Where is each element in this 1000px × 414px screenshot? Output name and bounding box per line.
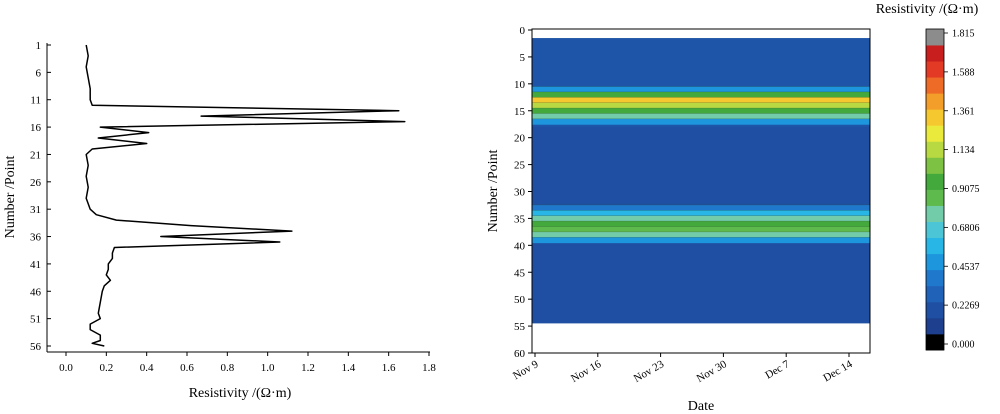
profile-y-tick-label: 6 <box>36 67 42 79</box>
heatmap-band-5 <box>532 113 870 120</box>
heatmap-y-tick-label: 60 <box>514 348 526 360</box>
heatmap-band-1 <box>532 91 870 98</box>
heatmap-y-tick-label: 45 <box>514 267 526 279</box>
heatmap-band-11 <box>532 226 870 233</box>
colorbar-swatch <box>926 221 944 239</box>
heatmap-band-6 <box>532 118 870 125</box>
heatmap-x-tick-label: Nov 30 <box>695 358 730 385</box>
heatmap-y-tick-label: 10 <box>514 79 526 91</box>
colorbar-swatch <box>926 189 944 206</box>
colorbar-swatch <box>926 29 944 46</box>
colorbar-frame <box>925 28 945 351</box>
heatmap-y-label: Number /Point <box>486 149 501 232</box>
profile-x-tick-label: 0.6 <box>180 362 194 374</box>
profile-x-tick-label: 0.8 <box>220 362 234 374</box>
heatmap-band-0 <box>532 86 870 93</box>
colorbar-swatch <box>926 77 944 94</box>
colorbar: Resistivity /(Ω·m) 1.815 1.588 1.361 1.134 0… <box>876 2 980 351</box>
profile-y-tick-label: 26 <box>30 177 42 189</box>
heatmap-band-13 <box>532 237 870 244</box>
colorbar-swatch <box>926 285 944 303</box>
colorbar-tick-label: 1.134 <box>952 145 975 156</box>
profile-y-label: Number /Point <box>3 155 18 238</box>
profile-y-tick-label: 41 <box>30 259 41 271</box>
profile-y-tick-label: 36 <box>30 232 42 244</box>
profile-x-label: Resistivity /(Ω·m) <box>189 386 292 401</box>
profile-y-tick-label: 56 <box>30 341 42 353</box>
profile-y-tick-label: 46 <box>30 286 42 298</box>
heatmap-y-tick-label: 15 <box>514 106 526 118</box>
profile-y-tick-label: 16 <box>30 122 42 134</box>
colorbar-swatch <box>926 93 944 110</box>
heatmap-y-tick-label: 25 <box>514 160 526 172</box>
profile-series-line <box>85 44 406 347</box>
colorbar-tick-label: 0.9075 <box>952 184 980 195</box>
profile-x-tick-label: 0.2 <box>99 362 113 374</box>
heatmap-x-tick-label: Dec 7 <box>763 358 792 382</box>
profile-x-tick-label: 1.0 <box>261 362 275 374</box>
heatmap-band-7 <box>532 204 870 211</box>
colorbar-swatch <box>926 125 944 142</box>
profile-y-tick-label: 31 <box>30 204 41 216</box>
colorbar-swatch <box>926 61 944 78</box>
colorbar-swatch <box>926 141 944 158</box>
colorbar-tick-label: 1.815 <box>952 29 975 40</box>
heatmap-y-tick-label: 20 <box>514 133 526 145</box>
heatmap-y-tick-label: 35 <box>514 213 526 225</box>
colorbar-tick-label: 1.588 <box>952 67 975 78</box>
colorbar-tick-label: 0.2269 <box>952 301 980 312</box>
colorbar-swatch <box>926 173 944 190</box>
colorbar-swatch <box>926 317 944 335</box>
heatmap-y-tick-label: 30 <box>514 187 526 199</box>
colorbar-swatch <box>926 253 944 271</box>
heatmap-x-tick-label: Dec 14 <box>821 358 855 384</box>
colorbar-swatch <box>926 333 944 351</box>
colorbar-tick-label: 0.6806 <box>952 223 980 234</box>
colorbar-swatch <box>926 109 944 126</box>
heatmap-x-tick-label: Nov 9 <box>511 358 541 382</box>
profile-x-tick-label: 1.6 <box>382 362 396 374</box>
heatmap-band-4 <box>532 108 870 114</box>
profile-x-tick-label: 1.2 <box>301 362 315 374</box>
profile-x-tick-label: 0.4 <box>140 362 154 374</box>
colorbar-swatch <box>926 205 944 222</box>
profile-x-tick-label: 1.4 <box>341 362 355 374</box>
colorbar-swatch <box>926 45 944 62</box>
heatmap-x-label: Date <box>688 399 714 414</box>
colorbar-swatch <box>926 237 944 255</box>
heatmap-y-tick-label: 5 <box>520 52 526 64</box>
profile-x-tick-label: 1.8 <box>422 362 436 374</box>
profile-y-tick-label: 1 <box>36 40 42 52</box>
profile-x-tick-label: 0.0 <box>59 362 73 374</box>
heatmap-y-tick-label: 50 <box>514 294 526 306</box>
colorbar-tick-label: 0.4537 <box>952 262 980 273</box>
heatmap-y-tick-label: 0 <box>520 25 526 37</box>
profile-y-tick-label: 21 <box>30 149 41 161</box>
resistivity-contour-heatmap: 0 5 10 15 20 25 30 35 40 45 50 55 60 Nov 9 Nov 16 Nov … <box>486 25 871 414</box>
profile-y-tick-label: 51 <box>30 314 41 326</box>
heatmap-band-8 <box>532 210 870 217</box>
colorbar-title: Resistivity /(Ω·m) <box>876 2 979 17</box>
colorbar-tick-label: 1.361 <box>952 106 975 117</box>
heatmap-band-9 <box>532 215 870 222</box>
heatmap-y-tick-label: 55 <box>514 321 526 333</box>
profile-y-tick-label: 11 <box>30 95 41 107</box>
heatmap-y-tick-label: 40 <box>514 240 526 252</box>
heatmap-band-12 <box>532 231 870 238</box>
colorbar-swatch <box>926 157 944 174</box>
heatmap-band-2 <box>532 97 870 104</box>
heatmap-band-3 <box>532 102 870 109</box>
heatmap-band-10 <box>532 221 870 227</box>
colorbar-swatch <box>926 301 944 319</box>
heatmap-background-field <box>532 38 870 324</box>
heatmap-x-tick-label: Nov 16 <box>569 358 604 385</box>
heatmap-x-tick-label: Nov 23 <box>632 358 667 385</box>
colorbar-tick-label: 0.000 <box>952 340 975 351</box>
colorbar-swatch <box>926 269 944 287</box>
